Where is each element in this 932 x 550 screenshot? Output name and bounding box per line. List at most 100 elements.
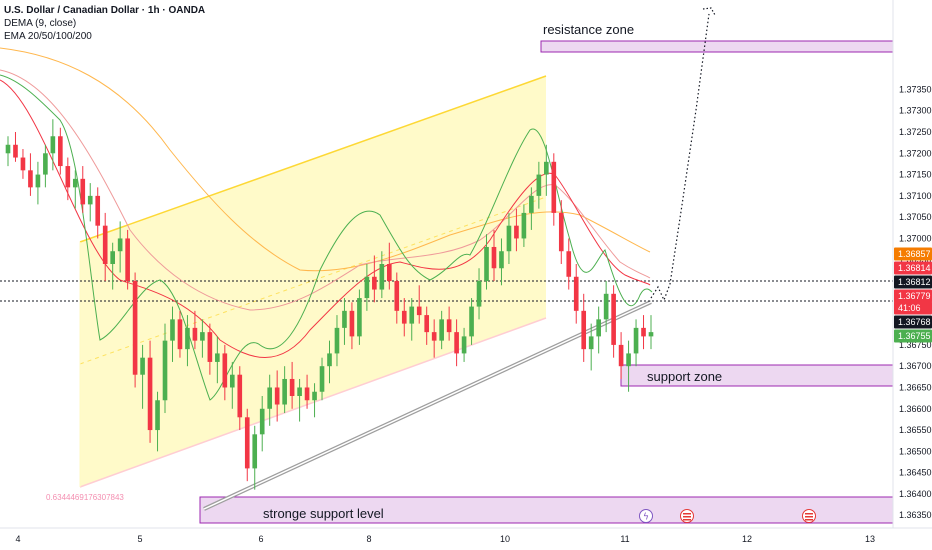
x-tick-label: 11 <box>620 534 629 544</box>
candle <box>72 170 78 209</box>
candle <box>110 242 115 290</box>
stronge-support-zone[interactable]: stronge support level <box>199 496 894 524</box>
candle-body <box>581 310 587 350</box>
dema-line <box>0 74 653 401</box>
candle-body <box>244 417 250 469</box>
price-tag: 1.36814 <box>894 261 932 275</box>
x-tick-label: 5 <box>137 534 142 544</box>
candle <box>35 161 41 205</box>
us-flag-event-icon-2[interactable] <box>802 509 816 523</box>
candle-body <box>536 174 542 196</box>
y-tick-label: 1.36450 <box>899 468 932 478</box>
candle <box>379 251 385 299</box>
stronge-support-zone-box[interactable] <box>199 496 894 524</box>
candle <box>357 289 362 345</box>
candle <box>252 425 258 490</box>
price-tag-bg <box>894 301 932 315</box>
candle-body <box>521 212 527 239</box>
y-tick-label: 1.37150 <box>899 170 932 180</box>
x-tick-label: 10 <box>500 534 510 544</box>
candle <box>125 229 130 290</box>
resistance-zone[interactable]: resistance zone <box>540 22 894 53</box>
y-tick-label: 1.36600 <box>899 404 932 414</box>
candle <box>476 268 482 320</box>
candle-body <box>267 387 273 409</box>
us-flag-stripe-2a <box>805 513 813 515</box>
lightning-glyph-icon: ϟ <box>643 513 649 523</box>
candle-body <box>566 251 572 277</box>
candle <box>544 144 549 196</box>
candle-body <box>35 174 41 188</box>
y-tick-label: 1.36700 <box>899 361 932 371</box>
candle-body <box>304 387 310 401</box>
candle-body <box>259 408 265 435</box>
candle-body <box>469 306 474 337</box>
candle <box>282 366 287 414</box>
candle-body <box>648 332 654 337</box>
candle <box>484 234 489 290</box>
candle <box>192 310 198 350</box>
candle-body <box>170 319 175 341</box>
price-tag: 41:06 <box>894 301 932 315</box>
us-flag-stripe-2c <box>805 519 813 521</box>
candle <box>222 344 228 401</box>
support-zone[interactable]: support zone <box>620 364 894 387</box>
candle-body <box>252 434 258 469</box>
candle <box>28 153 33 196</box>
us-flag-event-icon[interactable] <box>680 509 694 523</box>
candles-group <box>5 119 654 490</box>
candle-body <box>416 306 422 316</box>
candle <box>5 136 11 167</box>
x-tick-label: 8 <box>366 534 371 544</box>
candle-body <box>28 170 33 188</box>
candle <box>394 272 400 324</box>
candle-body <box>43 153 48 175</box>
candle-body <box>215 353 220 362</box>
resistance-zone-box[interactable] <box>540 40 894 53</box>
price-tag: 1.36779 <box>894 289 932 303</box>
stronge-support-zone-label: stronge support level <box>263 506 384 521</box>
y-tick-label: 1.36500 <box>899 446 932 456</box>
candle <box>304 374 310 409</box>
candle-body <box>237 374 243 418</box>
candle-body <box>551 161 557 213</box>
candle <box>431 319 437 358</box>
candle-body <box>132 281 138 375</box>
candle <box>626 340 631 392</box>
channel-upper-line <box>79 75 547 243</box>
candle <box>185 315 190 367</box>
candle <box>237 366 243 431</box>
lightning-event-icon[interactable] <box>639 509 653 523</box>
candle-body <box>342 310 347 328</box>
y-tick-label: 1.36400 <box>899 489 932 499</box>
candle-body <box>633 327 639 354</box>
channel-lower-line <box>79 317 547 488</box>
candle <box>596 306 601 354</box>
indicator-ema[interactable]: EMA 20/50/100/200 <box>4 31 92 42</box>
candle <box>170 306 175 362</box>
candle-body <box>20 157 26 171</box>
candle-body <box>319 366 325 392</box>
candle <box>43 144 48 188</box>
candle-body <box>454 332 459 354</box>
candle-body <box>312 391 317 401</box>
candle <box>289 361 295 409</box>
support-zone-label: support zone <box>647 369 722 384</box>
candle-body <box>439 319 444 341</box>
candle-body <box>499 251 504 269</box>
chart-legend: U.S. Dollar / Canadian Dollar · 1h · OAN… <box>4 4 205 43</box>
candle-body <box>409 306 415 324</box>
x-axis[interactable]: 4 5 6 8 10 11 12 13 <box>15 534 875 544</box>
candle <box>244 408 250 482</box>
candle-body <box>349 310 355 337</box>
price-tag-label: 1.36768 <box>898 317 931 327</box>
symbol-title[interactable]: U.S. Dollar / Canadian Dollar · 1h · OAN… <box>4 5 206 16</box>
candle-body <box>327 353 332 367</box>
candle-body <box>50 136 56 154</box>
candle <box>618 332 624 379</box>
indicator-dema[interactable]: DEMA (9, close) <box>4 18 77 29</box>
candle <box>401 298 407 337</box>
candle-body <box>95 195 101 226</box>
candle-body <box>514 225 519 239</box>
